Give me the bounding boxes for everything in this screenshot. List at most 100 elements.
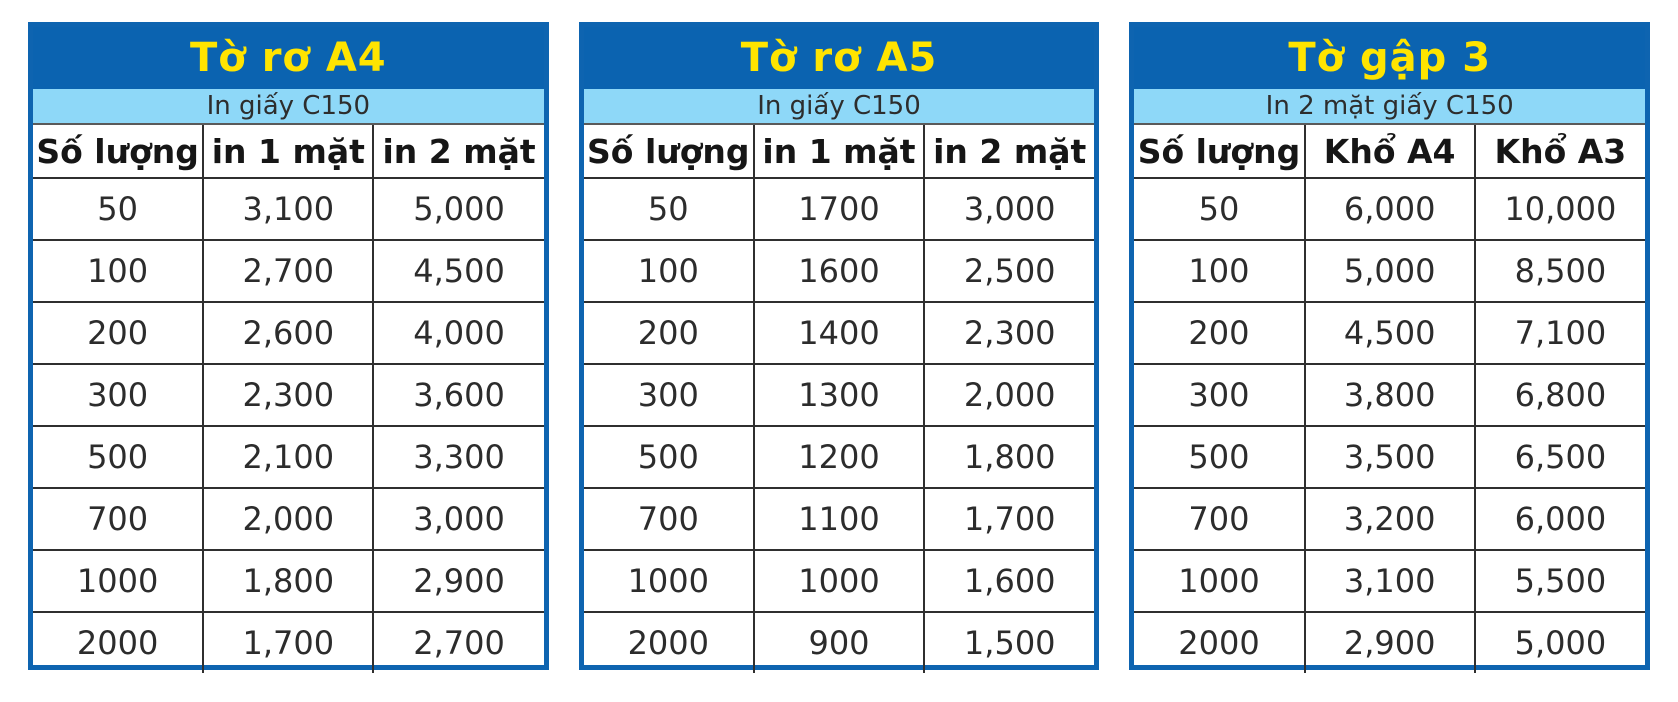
table-body: 50 1700 3,000 100 1600 2,500 200 1400 2,300 300 13… (583, 177, 1095, 673)
table-cell: 2000 (583, 611, 755, 673)
table-cell: 3,000 (372, 487, 544, 551)
table-row: 1000 1,800 2,900 (33, 549, 544, 613)
table-cell: 300 (1134, 363, 1306, 427)
table-cell: 4,500 (372, 239, 544, 303)
table-row: 50 6,000 10,000 (1134, 177, 1646, 241)
table-cell: 3,500 (1303, 425, 1476, 489)
table-cell: 6,000 (1473, 487, 1646, 551)
price-grid: Số lượng Khổ A4 Khổ A3 50 6,000 10,000 100 5… (1134, 125, 1646, 673)
table-cell: 2,600 (202, 301, 375, 365)
table-row: 300 3,800 6,800 (1134, 363, 1646, 427)
table-cell: 2,900 (372, 549, 544, 613)
table-cell: 2000 (1134, 611, 1306, 673)
table-row: 50 1700 3,000 (583, 177, 1095, 241)
table-title: Tờ gập 3 (1134, 27, 1646, 89)
table-cell: 10,000 (1473, 177, 1646, 241)
table-cell: 500 (33, 425, 205, 489)
table-cell: 200 (33, 301, 205, 365)
table-row: 2000 1,700 2,700 (33, 611, 544, 673)
table-row: 1000 1000 1,600 (583, 549, 1095, 613)
column-header-quantity: Số lượng (583, 125, 755, 179)
table-row: 2000 2,900 5,000 (1134, 611, 1646, 673)
table-row: 100 1600 2,500 (583, 239, 1095, 303)
column-header-one-side: in 1 mặt (752, 125, 926, 179)
price-tables-row: Tờ rơ A4 In giấy C150 Số lượng in 1 mặt … (28, 22, 1651, 673)
price-table-to-gap-3: Tờ gập 3 In 2 mặt giấy C150 Số lượng Khổ… (1129, 22, 1651, 673)
header-row: Số lượng in 1 mặt in 2 mặt (583, 125, 1095, 179)
table-cell: 1,700 (923, 487, 1095, 551)
column-header-a4-size: Khổ A4 (1303, 125, 1476, 179)
table-cell: 3,100 (202, 177, 375, 241)
price-table-to-ro-a4: Tờ rơ A4 In giấy C150 Số lượng in 1 mặt … (28, 22, 549, 673)
table-cell: 300 (33, 363, 205, 427)
table-cell: 2,300 (202, 363, 375, 427)
table-cell: 1,800 (923, 425, 1095, 489)
header-row: Số lượng in 1 mặt in 2 mặt (33, 125, 544, 179)
column-header-quantity: Số lượng (1134, 125, 1306, 179)
table-cell: 1300 (752, 363, 926, 427)
table-title: Tờ rơ A5 (583, 27, 1095, 89)
table-cell: 2,000 (202, 487, 375, 551)
table-cell: 2,700 (202, 239, 375, 303)
table-row: 700 3,200 6,000 (1134, 487, 1646, 551)
price-grid: Số lượng in 1 mặt in 2 mặt 50 3,100 5,000 1… (33, 125, 544, 673)
table-cell: 700 (33, 487, 205, 551)
table-cell: 5,000 (1473, 611, 1646, 673)
table-cell: 1000 (1134, 549, 1306, 613)
table-cell: 5,000 (372, 177, 544, 241)
price-grid: Số lượng in 1 mặt in 2 mặt 50 1700 3,000 10… (583, 125, 1095, 673)
table-row: 700 2,000 3,000 (33, 487, 544, 551)
table-cell: 300 (583, 363, 755, 427)
table-cell: 50 (33, 177, 205, 241)
table-body: 50 3,100 5,000 100 2,700 4,500 200 2,600 4,000 30… (33, 177, 544, 673)
table-cell: 500 (583, 425, 755, 489)
table-subheader: In giấy C150 (583, 89, 1095, 125)
table-row: 1000 3,100 5,500 (1134, 549, 1646, 613)
column-header-a3-size: Khổ A3 (1473, 125, 1646, 179)
table-cell: 6,800 (1473, 363, 1646, 427)
table-cell: 700 (583, 487, 755, 551)
table-cell: 1,600 (923, 549, 1095, 613)
table-cell: 1100 (752, 487, 926, 551)
table-cell: 7,100 (1473, 301, 1646, 365)
table-cell: 500 (1134, 425, 1306, 489)
table-cell: 5,500 (1473, 549, 1646, 613)
table-cell: 100 (583, 239, 755, 303)
column-header-two-side: in 2 mặt (923, 125, 1095, 179)
table-row: 500 1200 1,800 (583, 425, 1095, 489)
table-cell: 2,700 (372, 611, 544, 673)
column-header-two-side: in 2 mặt (372, 125, 544, 179)
table-cell: 3,300 (372, 425, 544, 489)
table-cell: 200 (583, 301, 755, 365)
table-cell: 1200 (752, 425, 926, 489)
table-cell: 3,000 (923, 177, 1095, 241)
table-cell: 1600 (752, 239, 926, 303)
column-header-one-side: in 1 mặt (202, 125, 375, 179)
table-cell: 1700 (752, 177, 926, 241)
table-cell: 6,500 (1473, 425, 1646, 489)
price-table-to-ro-a5: Tờ rơ A5 In giấy C150 Số lượng in 1 mặt … (578, 22, 1100, 673)
table-cell: 2,100 (202, 425, 375, 489)
table-cell: 50 (583, 177, 755, 241)
table-row: 500 2,100 3,300 (33, 425, 544, 489)
table-cell: 4,000 (372, 301, 544, 365)
table-cell: 1000 (33, 549, 205, 613)
table-header: Số lượng Khổ A4 Khổ A3 (1134, 125, 1646, 179)
table-row: 200 1400 2,300 (583, 301, 1095, 365)
table-cell: 100 (1134, 239, 1306, 303)
table-row: 100 2,700 4,500 (33, 239, 544, 303)
table-cell: 8,500 (1473, 239, 1646, 303)
table-cell: 2,000 (923, 363, 1095, 427)
table-row: 500 3,500 6,500 (1134, 425, 1646, 489)
table-cell: 3,600 (372, 363, 544, 427)
table-row: 200 2,600 4,000 (33, 301, 544, 365)
table-cell: 3,100 (1303, 549, 1476, 613)
table-title: Tờ rơ A4 (33, 27, 544, 89)
table-row: 50 3,100 5,000 (33, 177, 544, 241)
table-header: Số lượng in 1 mặt in 2 mặt (583, 125, 1095, 179)
table-cell: 2,500 (923, 239, 1095, 303)
table-cell: 1,700 (202, 611, 375, 673)
table-row: 300 1300 2,000 (583, 363, 1095, 427)
table-cell: 3,800 (1303, 363, 1476, 427)
